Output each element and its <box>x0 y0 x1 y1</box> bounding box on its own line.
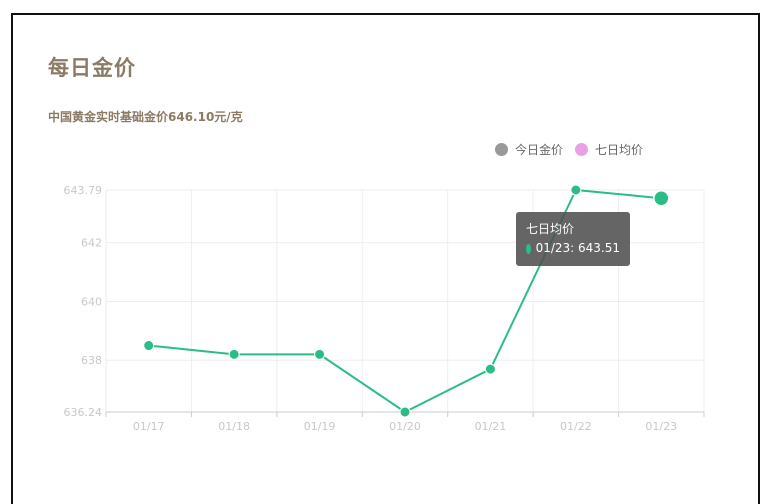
y-tick-label: 638 <box>81 354 102 367</box>
x-tick-label: 01/19 <box>304 420 336 433</box>
data-point <box>484 363 496 375</box>
pink-circle-icon <box>575 142 589 156</box>
gold-price-subtitle: 中国黄金实时基础金价646.10元/克 <box>48 110 243 124</box>
data-point <box>228 348 240 360</box>
data-point <box>314 348 326 360</box>
data-point <box>570 184 582 196</box>
tooltip-value: 01/23: 643.51 <box>535 241 620 255</box>
x-tick-label: 01/22 <box>560 420 592 433</box>
grey-circle-icon <box>495 142 508 156</box>
page-title: 每日金价 <box>48 56 136 80</box>
chart-tooltip: 七日均价 01/23: 643.51 <box>516 212 630 266</box>
chart-legend: 今日金价 七日均价 <box>495 140 655 158</box>
x-tick-label: 01/21 <box>475 420 507 433</box>
legend-label-week: 七日均价 <box>595 142 644 157</box>
legend-item-today[interactable]: 今日金价 <box>495 141 563 158</box>
y-tick-label: 640 <box>81 295 102 308</box>
legend-label-today: 今日金价 <box>515 142 564 157</box>
tooltip-series-dot-icon <box>526 243 531 254</box>
x-tick-label: 01/20 <box>389 420 421 433</box>
x-tick-label: 01/17 <box>133 420 165 433</box>
tooltip-title: 七日均价 <box>526 222 575 236</box>
y-tick-label: 643.79 <box>64 184 103 197</box>
data-point <box>399 406 411 418</box>
tooltip-value-row: 01/23: 643.51 <box>526 239 620 258</box>
data-point <box>653 189 670 207</box>
tooltip-title-row: 七日均价 <box>526 220 620 239</box>
y-tick-label: 642 <box>81 237 102 250</box>
x-tick-label: 01/23 <box>645 420 677 433</box>
data-point <box>143 340 155 352</box>
legend-item-week[interactable]: 七日均价 <box>575 141 643 158</box>
x-tick-label: 01/18 <box>218 420 250 433</box>
y-tick-label: 636.24 <box>64 406 103 419</box>
chart-frame <box>11 13 760 504</box>
